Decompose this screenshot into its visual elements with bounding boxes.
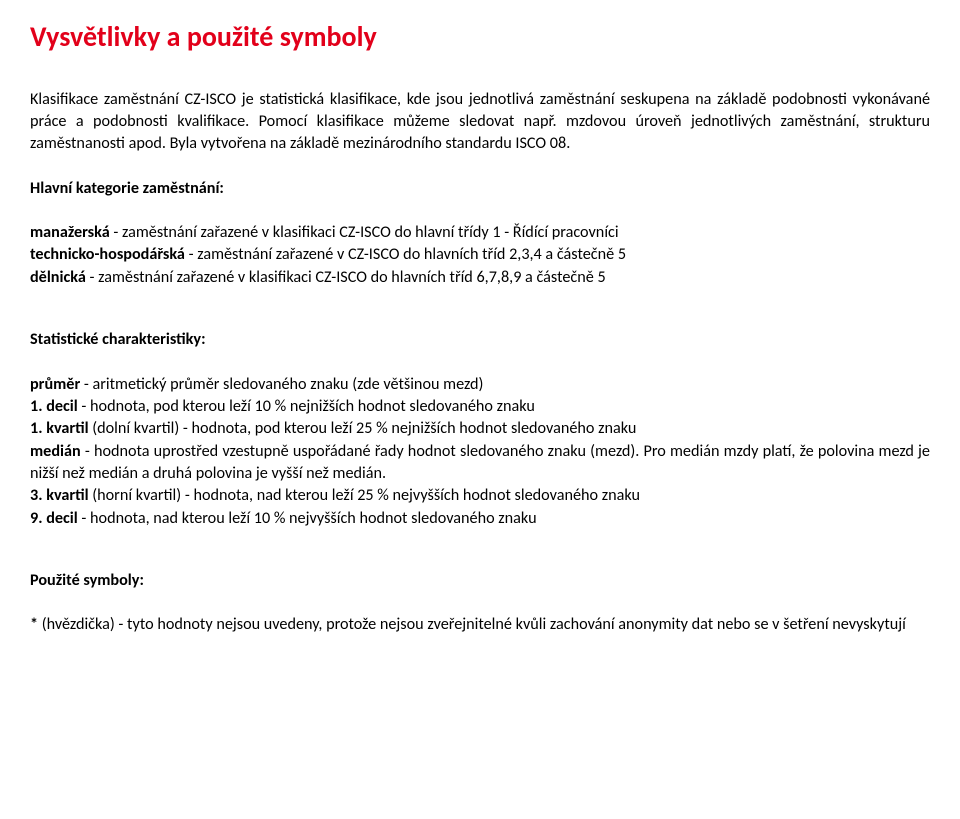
stat-mean: průměr - aritmetický průměr sledovaného … [30,374,930,396]
stat-name: 1. kvartil [30,419,89,438]
stats-block: průměr - aritmetický průměr sledovaného … [30,374,930,531]
intro-paragraph: Klasifikace zaměstnání CZ-ISCO je statis… [30,89,930,156]
symbol-asterisk: * (hvězdička) - tyto hodnoty nejsou uved… [30,614,930,636]
stat-desc: - hodnota, nad kterou leží 10 % nejvyšší… [78,509,537,528]
stat-name: 3. kvartil [30,486,89,505]
stat-median: medián - hodnota uprostřed vzestupně usp… [30,441,930,486]
stat-quartile-3: 3. kvartil (horní kvartil) - hodnota, na… [30,485,930,507]
symbol-name: * [30,615,38,634]
categories-heading: Hlavní kategorie zaměstnání: [30,178,930,200]
stat-desc: (horní kvartil) - hodnota, nad kterou le… [89,486,640,505]
stat-decile-9: 9. decil - hodnota, nad kterou leží 10 %… [30,508,930,530]
stat-name: 9. decil [30,509,78,528]
stat-desc: - aritmetický průměr sledovaného znaku (… [80,375,483,394]
stat-name: medián [30,442,81,461]
stats-heading: Statistické charakteristiky: [30,329,930,351]
category-name: technicko-hospodářská [30,245,185,264]
symbols-heading: Použité symboly: [30,570,930,592]
stat-name: průměr [30,375,80,394]
category-worker: dělnická - zaměstnání zařazené v klasifi… [30,267,930,289]
category-name: manažerská [30,223,110,242]
page-title: Vysvětlivky a použité symboly [30,18,930,57]
stat-quartile-1: 1. kvartil (dolní kvartil) - hodnota, po… [30,418,930,440]
stat-desc: - hodnota, pod kterou leží 10 % nejnižší… [78,397,535,416]
category-technical: technicko-hospodářská - zaměstnání zařaz… [30,244,930,266]
stat-name: 1. decil [30,397,78,416]
category-desc: - zaměstnání zařazené v klasifikaci CZ-I… [110,223,619,242]
categories-block: manažerská - zaměstnání zařazené v klasi… [30,222,930,289]
stat-desc: (dolní kvartil) - hodnota, pod kterou le… [89,419,637,438]
stat-desc: - hodnota uprostřed vzestupně uspořádané… [30,442,930,483]
category-name: dělnická [30,268,86,287]
symbol-desc: (hvězdička) - tyto hodnoty nejsou uveden… [38,615,906,634]
stat-decile-1: 1. decil - hodnota, pod kterou leží 10 %… [30,396,930,418]
category-desc: - zaměstnání zařazené v klasifikaci CZ-I… [86,268,606,287]
category-desc: - zaměstnání zařazené v CZ-ISCO do hlavn… [185,245,626,264]
category-managerial: manažerská - zaměstnání zařazené v klasi… [30,222,930,244]
